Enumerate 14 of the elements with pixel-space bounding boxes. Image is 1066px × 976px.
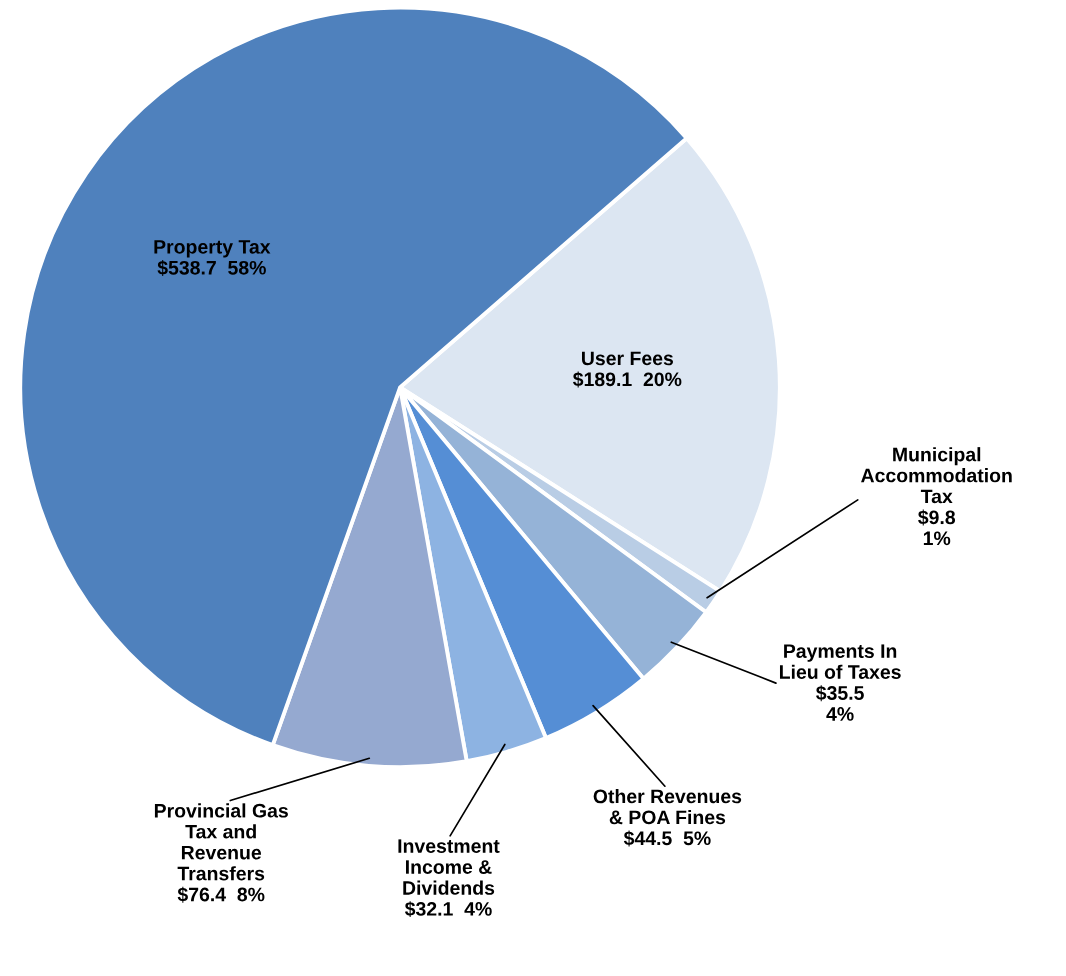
slice-label: Other Revenues & POA Fines	[593, 788, 742, 825]
slice-label: Investment Income & Dividends	[398, 839, 500, 895]
data-label: $9.8 1%	[918, 509, 956, 546]
data-label: $35.5 4%	[816, 685, 864, 721]
data-label: $76.4 8%	[177, 886, 265, 903]
slice-label: Property Tax	[154, 240, 271, 258]
slice-label: Payments In Lieu of Taxes	[779, 644, 901, 679]
data-label: $538.7 58%	[157, 260, 266, 276]
slice-label: Provincial Gas Tax and Revenue Transfers	[154, 803, 288, 881]
data-label: $32.1 4%	[404, 901, 492, 918]
data-label: $44.5 5%	[623, 830, 711, 847]
slice-label: Municipal Accommodation Tax	[861, 447, 1012, 504]
data-label: $189.1 20%	[572, 371, 682, 388]
slice-label: User Fees	[582, 351, 673, 366]
